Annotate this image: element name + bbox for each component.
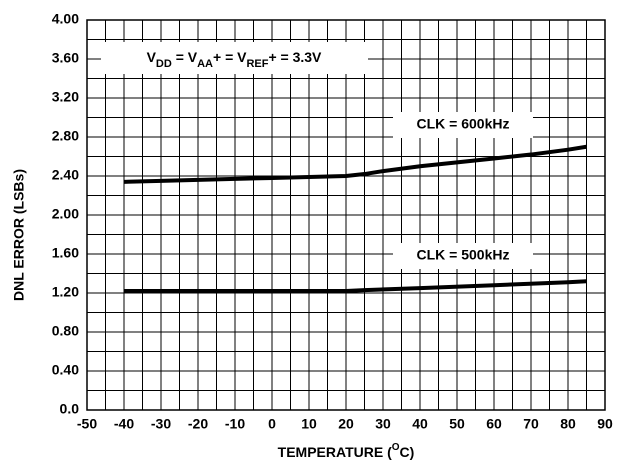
plot-border <box>86 19 606 411</box>
x-tick-label: 90 <box>597 416 613 432</box>
x-tick-label: 60 <box>486 416 502 432</box>
x-tick-label: -20 <box>188 416 208 432</box>
x-tick-label: 70 <box>523 416 539 432</box>
x-tick-label: -50 <box>77 416 97 432</box>
text-part: V <box>147 49 157 65</box>
condition-label: VDD = VAA+ = VREF+ = 3.3V <box>147 49 322 70</box>
text-part: DD <box>156 58 172 70</box>
x-tick-label: -30 <box>151 416 171 432</box>
text-part: + = V <box>213 49 247 65</box>
y-tick-label: 2.00 <box>52 206 79 222</box>
y-tick-label: 2.40 <box>52 167 79 183</box>
legend-label: CLK = 500kHz <box>417 247 510 263</box>
y-tick-label: 0.0 <box>60 401 80 417</box>
y-tick-label: 2.80 <box>52 128 79 144</box>
x-axis-label: TEMPERATURE (OC) <box>278 442 415 460</box>
text-part: REF <box>246 58 268 70</box>
y-tick-label: 3.60 <box>52 50 79 66</box>
text-part: = V <box>172 49 198 65</box>
x-tick-label: 20 <box>338 416 354 432</box>
x-tick-label: 30 <box>375 416 391 432</box>
y-tick-label: 3.20 <box>52 89 79 105</box>
text-part: C) <box>400 444 415 460</box>
y-axis-label: DNL ERROR (LSBs) <box>11 169 27 301</box>
annotation-box <box>101 42 368 74</box>
x-tick-label: 40 <box>412 416 428 432</box>
text-part: AA <box>197 58 213 70</box>
legend-label: CLK = 600kHz <box>417 116 510 132</box>
series-line <box>124 279 587 294</box>
text-part: TEMPERATURE ( <box>278 444 392 460</box>
text-part: O <box>392 442 400 453</box>
x-tick-label: 80 <box>560 416 576 432</box>
legend-box <box>393 243 533 269</box>
y-tick-label: 1.60 <box>52 245 79 261</box>
legend-box <box>393 112 533 138</box>
x-tick-label: -10 <box>225 416 245 432</box>
x-tick-label: 50 <box>449 416 465 432</box>
y-tick-label: 0.40 <box>52 362 79 378</box>
series-line <box>123 144 587 184</box>
y-tick-label: 1.20 <box>52 284 79 300</box>
x-tick-label: -40 <box>114 416 134 432</box>
x-tick-label: 0 <box>268 416 276 432</box>
x-tick-label: 10 <box>301 416 317 432</box>
y-tick-label: 0.80 <box>52 323 79 339</box>
text-part: + = 3.3V <box>268 49 322 65</box>
y-tick-label: 4.00 <box>52 11 79 27</box>
